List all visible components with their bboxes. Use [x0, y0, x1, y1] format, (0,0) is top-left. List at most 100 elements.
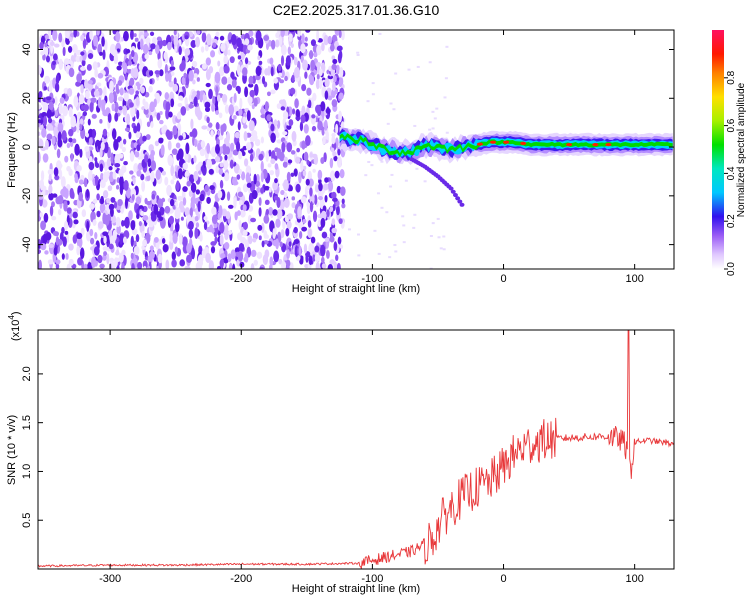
- noise-cell: [236, 64, 241, 77]
- noise-cell: [68, 168, 73, 177]
- noise-cell: [416, 65, 420, 68]
- noise-cell: [316, 44, 322, 56]
- noise-cell: [274, 163, 279, 170]
- noise-cell: [111, 103, 115, 112]
- noise-cell: [64, 155, 69, 163]
- noise-cell: [79, 247, 85, 260]
- noise-cell: [134, 37, 139, 42]
- noise-cell: [181, 76, 187, 85]
- noise-cell: [227, 204, 234, 209]
- noise-cell: [238, 220, 242, 230]
- x-tick-label: 100: [625, 273, 643, 285]
- noise-cell: [297, 30, 302, 38]
- noise-cell: [150, 213, 157, 222]
- noise-cell: [63, 58, 70, 65]
- noise-cell: [47, 259, 54, 265]
- noise-cell: [356, 54, 360, 57]
- noise-cell: [154, 70, 160, 75]
- noise-cell: [283, 192, 288, 199]
- noise-cell: [99, 119, 103, 124]
- noise-cell: [76, 123, 80, 134]
- noise-cell: [176, 112, 182, 120]
- noise-cell: [300, 196, 307, 204]
- noise-cell: [268, 187, 272, 193]
- noise-cell: [200, 140, 206, 149]
- noise-cell: [174, 246, 179, 254]
- noise-cell: [81, 59, 86, 67]
- noise-cell: [86, 63, 92, 71]
- noise-cell: [279, 99, 285, 105]
- noise-cell: [413, 124, 417, 127]
- noise-cell: [173, 77, 177, 86]
- noise-cell: [407, 68, 411, 71]
- noise-cell: [67, 45, 73, 53]
- noise-cell: [172, 125, 178, 136]
- noise-cell: [212, 42, 217, 48]
- noise-cell: [181, 46, 185, 52]
- noise-cell: [310, 236, 316, 244]
- noise-cell: [242, 204, 247, 212]
- x-tick-label: 0: [500, 273, 506, 285]
- noise-cell: [194, 138, 198, 148]
- noise-cell: [44, 250, 49, 255]
- noise-cell: [119, 175, 124, 188]
- noise-cell: [163, 51, 168, 60]
- noise-cell: [366, 100, 370, 103]
- noise-cell: [102, 109, 109, 117]
- noise-cell: [249, 136, 256, 143]
- noise-cell: [251, 189, 258, 200]
- noise-cell: [356, 51, 360, 54]
- noise-cell: [302, 219, 307, 224]
- noise-cell: [61, 38, 65, 48]
- noise-cell: [49, 125, 54, 131]
- noise-cell: [144, 53, 149, 60]
- noise-cell: [303, 124, 309, 134]
- noise-cell: [212, 95, 216, 106]
- noise-cell: [258, 153, 264, 161]
- noise-cell: [117, 79, 123, 86]
- colorbar-label: Normalized spectral amplitude: [736, 82, 747, 217]
- noise-cell: [255, 65, 262, 77]
- noise-cell: [92, 219, 97, 226]
- noise-cell: [106, 253, 110, 265]
- noise-cell: [224, 241, 230, 250]
- noise-cell: [445, 131, 449, 134]
- noise-cell: [196, 110, 203, 121]
- noise-cell: [153, 237, 159, 243]
- noise-cell: [178, 135, 184, 141]
- noise-cell: [189, 207, 193, 218]
- noise-cell: [159, 69, 164, 77]
- noise-cell: [265, 150, 269, 162]
- noise-cell: [264, 101, 269, 112]
- noise-cell: [289, 87, 296, 95]
- noise-cell: [278, 72, 283, 77]
- noise-cell: [156, 36, 162, 41]
- noise-cell: [38, 131, 41, 137]
- noise-cell: [61, 226, 65, 234]
- noise-cell: [161, 170, 167, 176]
- noise-cell: [182, 186, 188, 192]
- noise-cell: [78, 191, 84, 202]
- noise-cell: [200, 165, 205, 173]
- noise-cell: [250, 263, 255, 269]
- noise-cell: [213, 231, 218, 238]
- signal-peak: [490, 140, 497, 144]
- noise-cell: [145, 200, 152, 206]
- noise-cell: [96, 82, 102, 87]
- noise-cell: [257, 224, 263, 231]
- noise-cell: [182, 162, 189, 170]
- noise-cell: [76, 245, 81, 256]
- noise-cell: [178, 46, 182, 56]
- noise-cell: [237, 86, 241, 95]
- noise-cell: [298, 221, 304, 230]
- noise-cell: [263, 35, 270, 41]
- noise-cell: [295, 183, 301, 193]
- noise-cell: [436, 217, 440, 220]
- noise-cell: [196, 30, 201, 36]
- noise-cell: [150, 160, 157, 171]
- noise-cell: [85, 132, 89, 138]
- noise-cell: [310, 59, 316, 72]
- noise-cell: [106, 157, 111, 167]
- x-tick-label: -100: [361, 573, 383, 585]
- signal-peak: [605, 143, 612, 147]
